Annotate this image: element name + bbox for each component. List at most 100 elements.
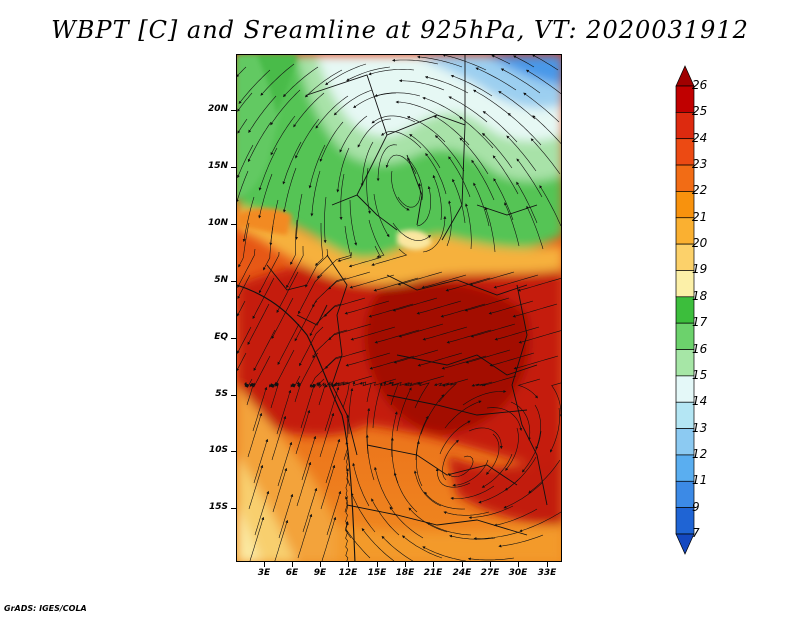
streamline	[252, 355, 271, 388]
streamline	[302, 487, 318, 533]
streamline	[409, 134, 441, 169]
streamline	[433, 115, 470, 146]
legend-label: 11	[692, 473, 708, 488]
streamline	[373, 193, 390, 238]
streamline	[324, 381, 349, 388]
streamline	[493, 274, 539, 289]
streamline	[512, 303, 558, 318]
lat-label-15s: 15S	[208, 502, 228, 512]
streamline	[488, 300, 534, 315]
streamline	[383, 380, 399, 406]
streamline	[277, 441, 293, 487]
legend-label: 25	[692, 104, 708, 119]
streamline	[432, 174, 442, 221]
streamline	[398, 323, 444, 338]
streamline	[450, 74, 493, 97]
streamline	[258, 147, 278, 191]
streamline	[462, 389, 507, 406]
streamline	[371, 498, 400, 536]
streamline	[319, 412, 335, 458]
lon-label-24e: 24E	[452, 568, 472, 578]
streamline	[439, 420, 471, 455]
lon-label-30e: 30E	[508, 568, 528, 578]
streamline	[473, 531, 520, 541]
streamline	[532, 115, 561, 144]
streamline	[349, 199, 358, 246]
streamline	[444, 400, 482, 429]
streamline	[504, 202, 520, 247]
streamline	[237, 248, 256, 288]
lon-tick	[490, 562, 491, 567]
streamline	[372, 382, 383, 429]
streamline	[271, 297, 294, 340]
lon-label-12e: 12E	[338, 568, 358, 578]
streamline	[316, 251, 353, 279]
legend-label: 19	[692, 262, 708, 277]
wbpt-shading	[237, 55, 561, 561]
streamline	[448, 156, 471, 198]
streamline	[345, 520, 371, 559]
streamline	[465, 349, 511, 364]
streamline	[361, 527, 395, 561]
lon-tick	[292, 562, 293, 567]
streamline	[305, 248, 329, 288]
lon-tick	[518, 562, 519, 567]
streamline	[397, 271, 443, 286]
streamline	[424, 75, 469, 94]
streamline	[326, 490, 342, 536]
streamline	[506, 135, 537, 172]
streamline	[374, 92, 421, 97]
streamline	[258, 173, 273, 219]
streamline	[433, 378, 469, 387]
streamline	[465, 203, 472, 250]
lon-tick	[377, 562, 378, 567]
streamline	[269, 381, 277, 388]
streamline	[426, 522, 472, 536]
legend-label: 16	[692, 341, 708, 356]
streamline	[528, 459, 561, 494]
lat-tick	[231, 281, 236, 282]
streamline	[278, 493, 294, 539]
streamline	[422, 326, 468, 341]
lat-tick	[231, 224, 236, 225]
streamline	[319, 121, 344, 162]
legend-label: 26	[692, 78, 708, 92]
streamline	[464, 297, 510, 312]
streamline	[468, 427, 503, 450]
streamline	[263, 225, 274, 271]
streamline	[301, 435, 317, 481]
streamline	[325, 438, 341, 484]
streamline	[406, 116, 446, 143]
streamline	[493, 178, 514, 221]
streamline	[516, 181, 538, 224]
streamline	[324, 349, 367, 369]
lat-label-15n: 15N	[207, 161, 228, 171]
streamline	[350, 326, 396, 341]
streamline	[253, 438, 269, 484]
streamline	[435, 468, 471, 488]
map-title: WBPT [C] and Sreamline at 925hPa, VT: 20…	[51, 16, 749, 44]
legend-label: 23	[692, 157, 708, 172]
streamline	[420, 394, 445, 435]
streamline	[238, 222, 250, 268]
streamline	[260, 63, 295, 96]
streamline	[270, 89, 301, 126]
streamline	[486, 407, 523, 431]
streamline	[371, 115, 416, 124]
streamline	[237, 326, 252, 354]
lat-tick	[231, 395, 236, 396]
streamline	[413, 470, 442, 507]
streamline	[513, 55, 535, 68]
streamline	[507, 112, 542, 146]
streamline	[521, 430, 542, 473]
streamline	[336, 147, 350, 193]
streamline	[393, 349, 439, 364]
streamline	[510, 401, 531, 441]
lat-tick	[231, 110, 236, 111]
streamline	[380, 130, 422, 149]
streamline	[449, 534, 496, 540]
lon-label-15e: 15E	[367, 568, 387, 578]
lat-label-10n: 10N	[207, 218, 228, 228]
streamline	[441, 355, 487, 370]
streamline	[368, 219, 385, 259]
